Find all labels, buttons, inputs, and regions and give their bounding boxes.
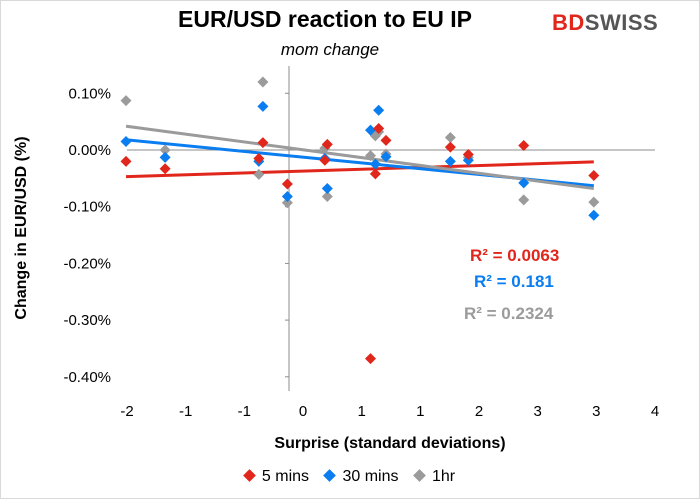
point-30-mins	[257, 100, 269, 112]
legend-label-5-mins: 5 mins	[261, 468, 310, 485]
point-5-mins	[281, 178, 293, 190]
point-5-mins	[159, 163, 171, 175]
point-5-mins	[365, 353, 376, 365]
point-1hr	[365, 150, 376, 162]
point-1hr	[257, 76, 269, 88]
point-1hr	[159, 144, 171, 156]
legend-label-1hr: 1hr	[431, 468, 456, 485]
x-tick-label: 3	[533, 403, 541, 420]
point-5-mins	[373, 122, 385, 134]
tick-labels: 0.10% 0.00% -0.10% -0.20% -0.30% -0.40% -2 -1 -1…	[63, 85, 659, 420]
point-5-mins	[588, 170, 600, 182]
point-30-mins	[159, 151, 171, 163]
x-tick-label: 1	[357, 403, 365, 420]
axes	[127, 66, 655, 391]
point-1hr	[253, 168, 265, 180]
point-5-mins	[257, 137, 269, 149]
y-tick-label: -0.40%	[63, 369, 111, 386]
y-tick-label: 0.00%	[68, 142, 111, 159]
point-30-mins	[120, 135, 132, 147]
data-points	[120, 76, 600, 365]
brand-logo-swiss: SWISS	[584, 10, 659, 35]
x-tick-label: 3	[592, 403, 600, 420]
chart-title: EUR/USD reaction to EU IP	[178, 6, 472, 32]
point-30-mins	[380, 151, 392, 163]
y-tick-label: -0.10%	[63, 199, 111, 216]
point-1hr	[444, 132, 456, 144]
trend-line-1hr	[125, 124, 595, 191]
r2-label-1hr: R² = 0.2324	[464, 304, 554, 323]
legend-item-5-mins: 5 mins	[243, 468, 310, 486]
point-5-mins	[321, 138, 333, 150]
legend-label-30-mins: 30 mins	[342, 468, 399, 485]
y-axis-title: Change in EUR/USD (%)	[13, 136, 30, 319]
x-axis-title: Surprise (standard deviations)	[274, 435, 505, 452]
point-5-mins	[380, 134, 392, 146]
point-30-mins	[281, 190, 293, 202]
x-tick-label: -2	[120, 403, 133, 420]
point-1hr	[588, 196, 600, 208]
point-30-mins	[369, 158, 381, 170]
point-1hr	[321, 190, 333, 202]
y-tick-label: -0.20%	[63, 255, 111, 272]
r2-label-5-mins: R² = 0.0063	[470, 246, 559, 265]
legend: 5 mins 30 mins 1hr	[0, 468, 700, 486]
trend-lines	[125, 124, 595, 191]
point-30-mins	[518, 177, 530, 189]
point-5-mins	[444, 141, 456, 153]
point-5-mins	[120, 155, 132, 167]
x-tick-label: 1	[416, 403, 424, 420]
legend-marker-1hr	[413, 469, 426, 482]
legend-marker-30-mins	[323, 469, 337, 482]
chart-subtitle: mom change	[280, 40, 380, 59]
point-30-mins	[373, 104, 385, 116]
point-30-mins	[444, 155, 456, 167]
point-30-mins	[321, 183, 333, 195]
point-30-mins	[462, 154, 474, 166]
x-tick-label: 0	[299, 403, 307, 420]
r2-label-30-mins: R² = 0.181	[474, 272, 554, 291]
point-5-mins	[462, 149, 474, 161]
point-5-mins	[253, 153, 265, 165]
y-tick-label: 0.10%	[68, 85, 111, 102]
x-tick-label: 2	[475, 403, 483, 420]
point-30-mins	[588, 209, 600, 221]
point-1hr	[120, 95, 132, 107]
point-1hr	[281, 197, 293, 209]
legend-item-1hr: 1hr	[413, 468, 456, 486]
point-30-mins	[365, 124, 376, 136]
x-tick-label: -1	[238, 403, 251, 420]
x-tick-label: -1	[179, 403, 192, 420]
brand-logo-bd: BD	[552, 10, 585, 35]
point-5-mins	[369, 168, 381, 180]
y-tick-label: -0.30%	[63, 312, 111, 329]
point-5-mins	[319, 154, 331, 166]
point-5-mins	[518, 139, 530, 151]
x-tick-label: 4	[651, 403, 659, 420]
point-1hr	[518, 194, 530, 206]
brand-logo: BDSWISS	[552, 10, 658, 36]
legend-marker-5-mins	[243, 469, 256, 482]
legend-item-30-mins: 30 mins	[323, 468, 399, 486]
trend-line-5-mins	[125, 160, 594, 179]
